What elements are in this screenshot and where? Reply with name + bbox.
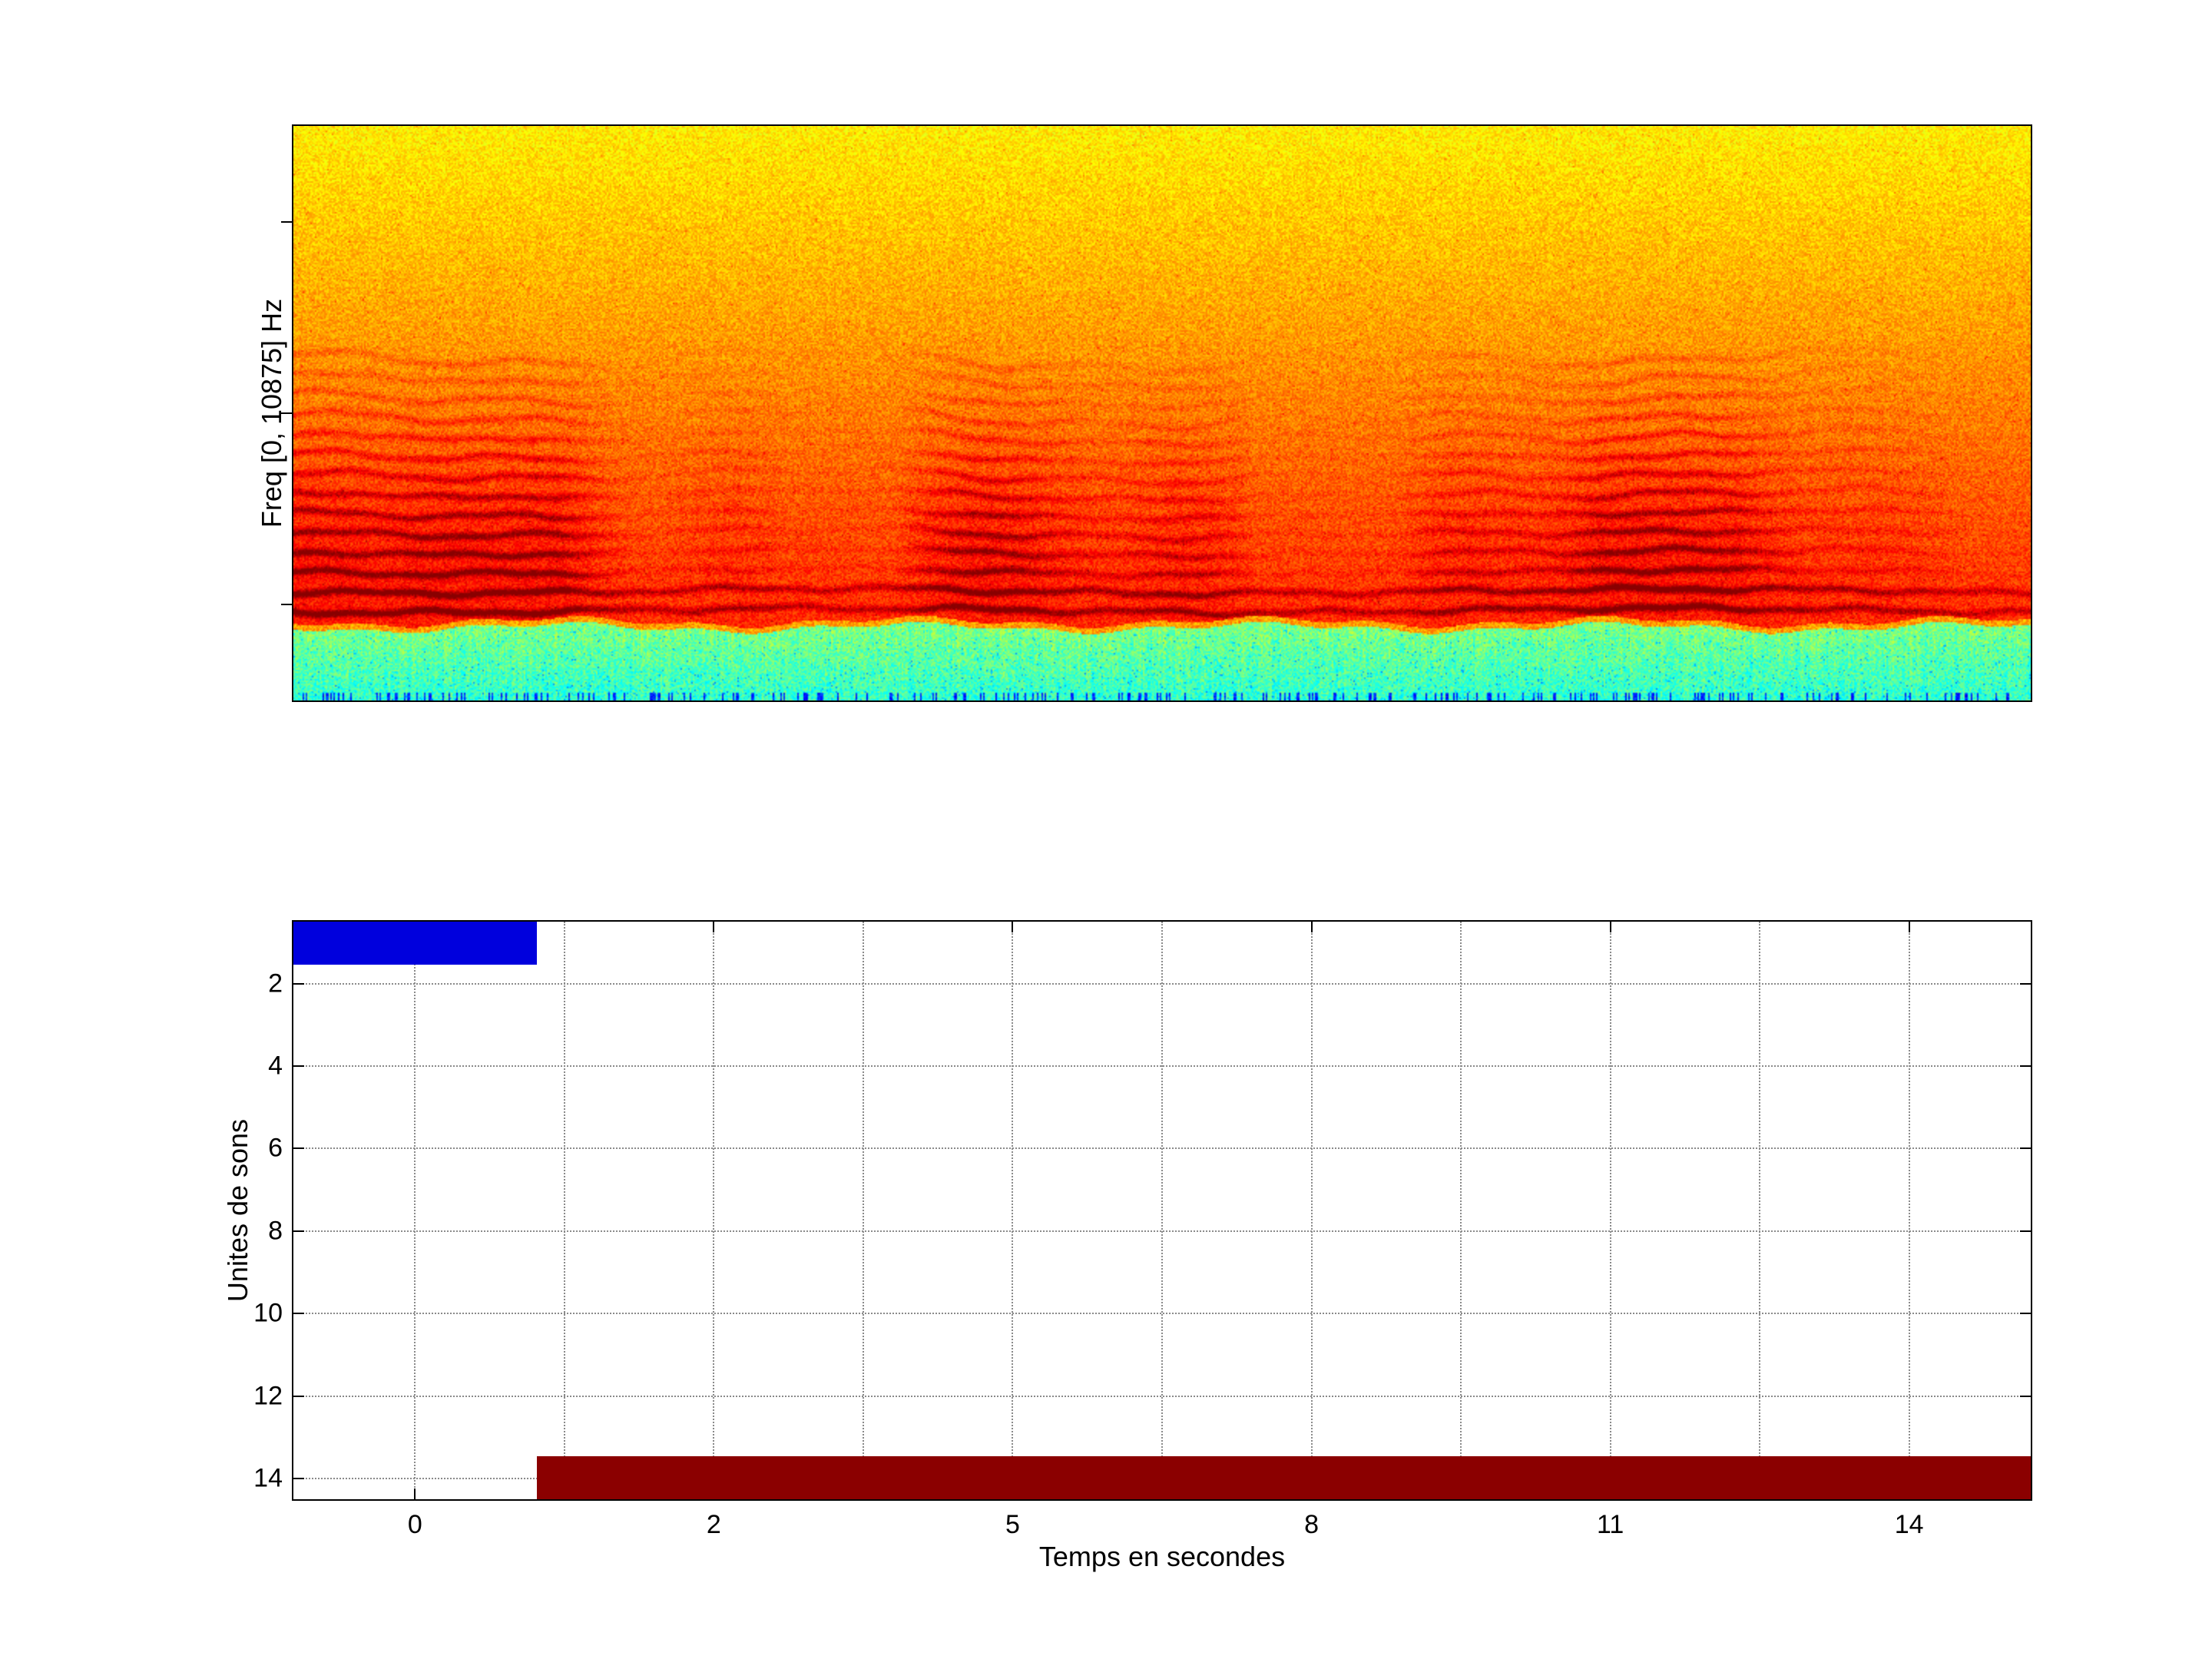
y-tick-label: 6 [268,1133,283,1163]
y-tick-label: 4 [268,1051,283,1081]
y-tick-mark [293,1313,304,1315]
x-tick-label: 11 [1596,1510,1624,1539]
y-tick-mark [293,1478,304,1480]
y-tick-label: 14 [253,1463,283,1493]
y-tick-mark [2020,1313,2031,1315]
y-tick-mark [281,604,292,606]
y-tick-mark [293,982,304,985]
y-tick-label: 10 [253,1298,283,1328]
grid-line-horizontal [293,1147,2031,1150]
y-tick-mark [2020,1065,2031,1067]
x-tick-mark [1908,922,1910,932]
x-tick-label: 14 [1894,1510,1924,1539]
grid-line-horizontal [293,1313,2031,1315]
grid-line-vertical [563,922,565,1499]
grid-line-horizontal [293,1065,2031,1067]
y-tick-mark [293,1065,304,1067]
x-tick-label: 0 [407,1510,422,1539]
y-tick-mark [2020,1147,2031,1150]
grid-line-horizontal [293,1395,2031,1397]
grid-line-vertical [862,922,864,1499]
x-tick-label: 8 [1304,1510,1319,1539]
x-tick-label: 2 [706,1510,721,1539]
x-tick-mark [713,922,715,932]
y-tick-mark [293,1147,304,1150]
x-tick-label: 5 [1005,1510,1020,1539]
grid-line-vertical [1908,922,1910,1499]
y-tick-mark [2020,1395,2031,1397]
x-tick-mark [1609,922,1611,932]
grid-line-vertical [1012,922,1014,1499]
grid-line-vertical [1161,922,1163,1499]
grid-line-vertical [713,922,715,1499]
y-tick-mark [293,1395,304,1397]
grid-line-vertical [1759,922,1761,1499]
grid-line-vertical [1310,922,1313,1499]
x-tick-mark [1310,922,1313,932]
y-tick-mark [293,1230,304,1232]
grid-line-horizontal [293,982,2031,985]
grid-line-vertical [1460,922,1462,1499]
y-tick-label: 2 [268,969,283,998]
spectrogram-image [293,126,2031,700]
grid-line-horizontal [293,1230,2031,1232]
grid-line-vertical [1609,922,1611,1499]
y-tick-mark [2020,1230,2031,1232]
segment-bar-unit-14 [536,1455,2031,1499]
x-tick-mark [414,1488,416,1499]
timeline-axes [292,920,2032,1501]
y-tick-mark [2020,982,2031,985]
y-tick-label: 8 [268,1216,283,1246]
segment-bar-unit-1 [293,922,537,965]
x-tick-mark [1012,922,1014,932]
grid-line-vertical [414,922,416,1499]
spectrogram-axes [292,124,2032,702]
y-tick-mark [281,412,292,414]
timeline-xlabel: Temps en secondes [1038,1541,1286,1572]
y-tick-mark [281,220,292,223]
y-tick-label: 12 [253,1381,283,1411]
